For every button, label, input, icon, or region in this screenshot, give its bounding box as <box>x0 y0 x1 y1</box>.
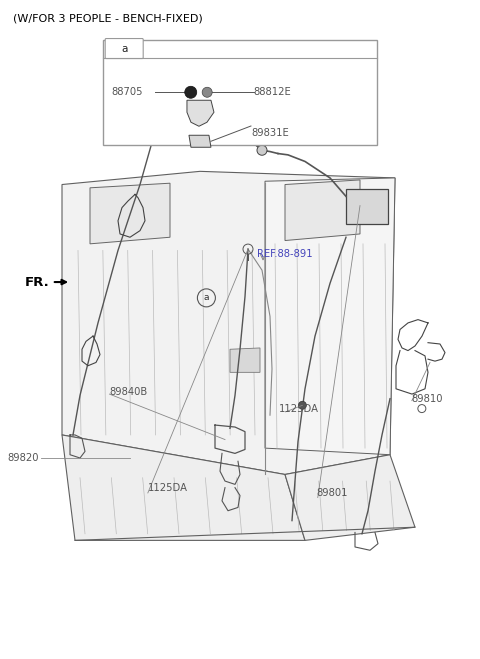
Polygon shape <box>90 183 170 244</box>
Polygon shape <box>189 135 211 147</box>
FancyBboxPatch shape <box>105 38 143 59</box>
Text: 88812E: 88812E <box>253 87 291 98</box>
Polygon shape <box>285 180 360 241</box>
Polygon shape <box>285 455 415 540</box>
Text: 89810: 89810 <box>412 393 444 404</box>
Polygon shape <box>230 348 260 372</box>
Circle shape <box>185 86 197 98</box>
Polygon shape <box>62 435 305 540</box>
Text: 89831E: 89831E <box>251 128 288 138</box>
Text: REF.88-891: REF.88-891 <box>257 249 312 259</box>
Polygon shape <box>62 171 395 474</box>
Circle shape <box>299 401 306 409</box>
Text: 89801: 89801 <box>317 488 348 498</box>
Text: 89820: 89820 <box>8 453 39 463</box>
Bar <box>103 40 377 145</box>
Text: a: a <box>204 293 209 302</box>
Text: (W/FOR 3 PEOPLE - BENCH-FIXED): (W/FOR 3 PEOPLE - BENCH-FIXED) <box>13 13 203 23</box>
Polygon shape <box>265 178 395 455</box>
Text: 88705: 88705 <box>111 87 143 98</box>
Bar <box>346 189 388 224</box>
Circle shape <box>157 97 167 107</box>
Circle shape <box>257 145 267 156</box>
Text: a: a <box>121 43 127 53</box>
Text: FR.: FR. <box>25 275 50 289</box>
Text: 1125DA: 1125DA <box>279 403 319 414</box>
Circle shape <box>202 87 212 98</box>
Text: 89840B: 89840B <box>109 387 148 397</box>
Text: 1125DA: 1125DA <box>148 482 188 493</box>
Polygon shape <box>187 100 214 127</box>
